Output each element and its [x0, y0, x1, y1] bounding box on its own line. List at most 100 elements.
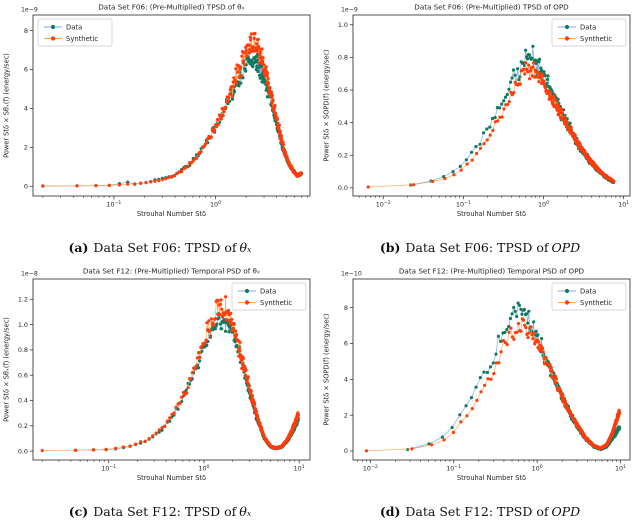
- caption-a-label: (a): [68, 239, 89, 255]
- plot-area: [366, 44, 616, 189]
- y-tick-label: 6: [344, 340, 348, 348]
- caption-c: (c) Data Set F12: TPSD of θₓ: [0, 496, 320, 526]
- caption-b-label: (b): [379, 239, 401, 255]
- legend-label-data: Data: [580, 23, 596, 31]
- y-tick-label: 8: [24, 27, 28, 35]
- x-axis-label: Strouhal Number Stδ: [137, 210, 206, 218]
- y-axis-label: Power Stδ × SOPD(f) (energy/sec): [323, 49, 331, 161]
- chart-f12-tpsd-opd: 10−2 10−1 100 101 0 2 4 6 8 Data Set F12: (Pre-Mu…: [323, 267, 631, 482]
- x-tick-label: 10−1: [106, 200, 121, 209]
- y-tick-label: 1.0: [18, 321, 28, 329]
- subfigure-b: 10−2 10−1 100 101 0.0 0.2 0.4 0.6 0.8 1.0 Data Set…: [320, 0, 640, 264]
- y-tick-label: 6: [24, 66, 28, 74]
- y-tick-label: 0.8: [338, 54, 348, 62]
- legend-label-synthetic: Synthetic: [580, 35, 612, 43]
- subfigure-a: 10−1 100 0 2 4 6 8 Data Set F06: (Pre-Multiplie…: [0, 0, 320, 264]
- plot-area: [40, 295, 300, 453]
- axes-box: [32, 14, 311, 197]
- legend: Data Synthetic: [551, 18, 627, 47]
- y-axis-label: Power Stδ × Sθₓ(f) (energy/sec): [3, 53, 11, 158]
- axes-box: [352, 14, 631, 197]
- y-tick-label: 0.4: [18, 397, 28, 405]
- subfigure-c: 10−1 100 101 0.0 0.2 0.4 0.6 0.8 1.0 1.2 Data Set …: [0, 264, 320, 528]
- x-tick-label: 101: [615, 464, 626, 473]
- y-tick-label: 8: [344, 304, 348, 312]
- y-tick-label: 0.4: [338, 119, 348, 127]
- axis-offset-label: 1e−8: [21, 271, 38, 278]
- legend-label-synthetic: Synthetic: [66, 35, 98, 43]
- caption-b-text: Data Set F06: TPSD of: [405, 239, 549, 255]
- caption-d-label: (d): [379, 503, 401, 519]
- axis-offset-label: 1e−9: [21, 7, 38, 14]
- x-tick-label: 10−1: [456, 200, 471, 209]
- chart-title: Data Set F12: (Pre-Multiplied) Temporal …: [83, 267, 260, 276]
- y-axis-label: Power Stδ × Sθₓ(f) (energy/sec): [3, 317, 11, 422]
- series-synthetic: [366, 61, 616, 189]
- y-tick-label: 2: [24, 144, 28, 152]
- axis-offset-label: 1e−10: [341, 271, 362, 278]
- series-synthetic: [364, 317, 621, 453]
- legend-label-data: Data: [580, 287, 596, 295]
- x-tick-label: 101: [294, 464, 305, 473]
- legend: Data Synthetic: [231, 282, 307, 311]
- x-tick-label: 100: [538, 200, 549, 209]
- legend-label-data: Data: [66, 23, 82, 31]
- caption-d-text: Data Set F12: TPSD of: [405, 503, 549, 519]
- caption-c-label: (c): [68, 503, 89, 519]
- x-tick-label: 100: [532, 464, 543, 473]
- caption-c-math: θₓ: [239, 503, 252, 519]
- x-tick-label: 10−1: [446, 464, 461, 473]
- legend: Data Synthetic: [37, 18, 113, 47]
- caption-a: (a) Data Set F06: TPSD of θₓ: [0, 232, 320, 262]
- legend: Data Synthetic: [551, 282, 627, 311]
- axes-box: [32, 278, 311, 461]
- y-axis-label: Power Stδ × SOPD(f) (energy/sec): [323, 313, 331, 425]
- y-tick-label: 0: [344, 447, 348, 455]
- x-tick-label: 100: [198, 464, 209, 473]
- y-tick-label: 2: [344, 411, 348, 419]
- caption-d: (d) Data Set F12: TPSD of OPD: [320, 496, 640, 526]
- subfigure-d: 10−2 10−1 100 101 0 2 4 6 8 Data Set F12: (Pre-Mu…: [320, 264, 640, 528]
- series-synthetic: [40, 295, 300, 453]
- plot-area: [364, 301, 621, 453]
- x-tick-label: 101: [618, 200, 629, 209]
- legend-label-synthetic: Synthetic: [260, 299, 292, 307]
- chart-title: Data Set F06: (Pre-Multiplied) TPSD of θ…: [98, 3, 244, 12]
- y-tick-label: 0: [24, 182, 28, 190]
- y-tick-label: 1.2: [18, 295, 28, 303]
- caption-b-math: OPD: [551, 239, 581, 255]
- y-tick-label: 0.0: [18, 447, 28, 455]
- series-data: [409, 44, 616, 187]
- caption-d-math: OPD: [551, 503, 581, 519]
- caption-a-text: Data Set F06: TPSD of: [93, 239, 237, 255]
- chart-title: Data Set F12: (Pre-Multiplied) Temporal …: [399, 267, 585, 276]
- axes-box: [352, 278, 631, 461]
- chart-f06-tpsd-theta-x: 10−1 100 0 2 4 6 8 Data Set F06: (Pre-Multiplie…: [3, 3, 311, 218]
- y-tick-label: 0.6: [338, 86, 348, 94]
- x-tick-label: 100: [210, 200, 221, 209]
- axis-offset-label: 1e−9: [341, 7, 358, 14]
- y-tick-label: 0.2: [338, 151, 348, 159]
- series-data: [406, 301, 621, 452]
- y-tick-label: 0.2: [18, 422, 28, 430]
- series-synthetic: [41, 31, 303, 188]
- x-axis-label: Strouhal Number Stδ: [457, 474, 526, 482]
- legend-label-data: Data: [260, 287, 276, 295]
- caption-c-text: Data Set F12: TPSD of: [93, 503, 237, 519]
- chart-f06-tpsd-opd: 10−2 10−1 100 101 0.0 0.2 0.4 0.6 0.8 1.0 Data Set…: [323, 3, 631, 218]
- legend-label-synthetic: Synthetic: [580, 299, 612, 307]
- y-tick-label: 4: [344, 376, 348, 384]
- series-data: [74, 311, 300, 452]
- chart-title: Data Set F06: (Pre-Multiplied) TPSD of O…: [414, 3, 569, 12]
- chart-f12-tpsd-theta-x: 10−1 100 101 0.0 0.2 0.4 0.6 0.8 1.0 1.2 Data Set …: [3, 267, 311, 482]
- y-tick-label: 1.0: [338, 21, 348, 29]
- x-tick-label: 10−1: [101, 464, 116, 473]
- x-tick-label: 10−2: [363, 464, 378, 473]
- caption-b: (b) Data Set F06: TPSD of OPD: [320, 232, 640, 262]
- x-axis-label: Strouhal Number Stδ: [137, 474, 206, 482]
- y-tick-label: 0.6: [18, 371, 28, 379]
- x-axis-label: Strouhal Number Stδ: [457, 210, 526, 218]
- y-tick-label: 0.0: [338, 184, 348, 192]
- y-tick-label: 0.8: [18, 346, 28, 354]
